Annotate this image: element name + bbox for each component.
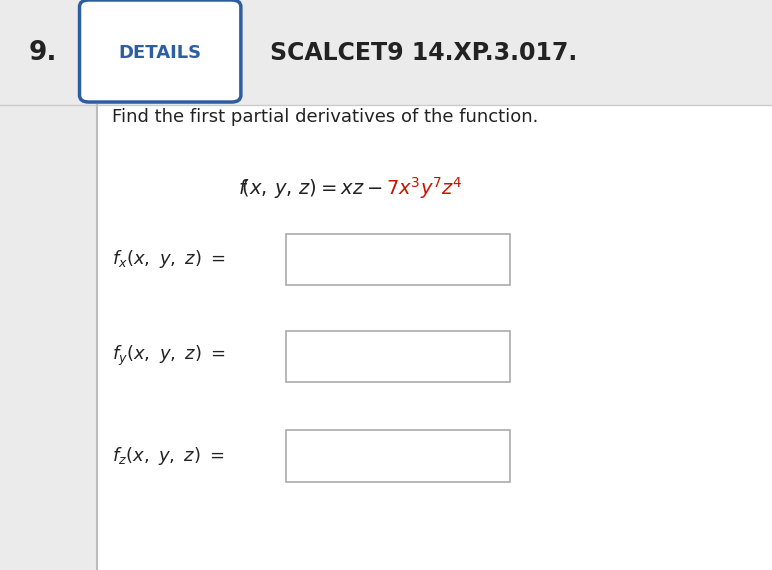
Text: 9.: 9. <box>29 40 56 66</box>
Text: $f\!\left(x,\,y,\,z\right) = xz -\ $: $f\!\left(x,\,y,\,z\right) = xz -\ $ <box>238 177 382 199</box>
FancyBboxPatch shape <box>80 0 241 102</box>
Text: $7x^3y^7z^4$: $7x^3y^7z^4$ <box>386 175 462 201</box>
Text: $f_z(x,\ y,\ z)\ =$: $f_z(x,\ y,\ z)\ =$ <box>112 445 225 467</box>
Bar <box>286 234 510 285</box>
Text: $f_y(x,\ y,\ z)\ =$: $f_y(x,\ y,\ z)\ =$ <box>112 344 225 368</box>
Bar <box>286 331 510 382</box>
Text: SCALCET9 14.XP.3.017.: SCALCET9 14.XP.3.017. <box>270 40 577 65</box>
Bar <box>96 105 772 570</box>
Bar <box>286 430 510 482</box>
Text: $f_x(x,\ y,\ z)\ =$: $f_x(x,\ y,\ z)\ =$ <box>112 249 225 270</box>
Bar <box>0 0 772 105</box>
Text: Find the first partial derivatives of the function.: Find the first partial derivatives of th… <box>112 108 538 126</box>
Text: DETAILS: DETAILS <box>119 44 201 62</box>
